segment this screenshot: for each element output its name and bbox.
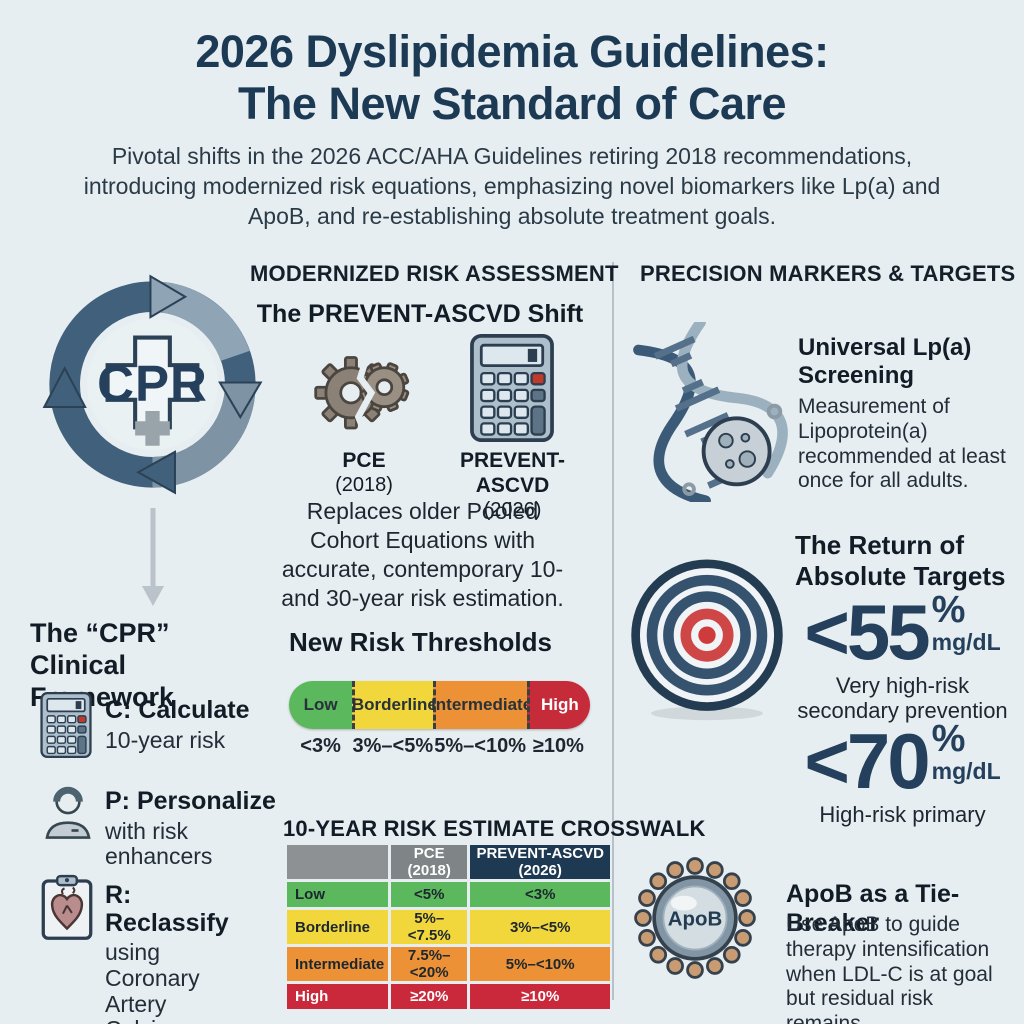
crosswalk-title: 10-YEAR RISK ESTIMATE CROSSWALK [283,816,706,841]
thresholds-title: New Risk Thresholds [289,627,552,657]
apob-particle-label: ApoB [668,908,722,930]
clipboard-heart-icon [41,874,93,940]
risk-segment-low: Low [289,681,353,729]
crosswalk-cell: 5%–<10% [470,947,611,981]
risk-range-high: ≥10% [532,735,584,757]
crosswalk-row-low: Low <5% <3% [287,882,611,907]
crosswalk-header-prevent: PREVENT-ASCVD (2026) [470,845,611,879]
framework-item-title: P: Personalize [105,787,276,815]
goal-percent-sign: % [931,589,966,631]
bullseye-target-icon [631,559,783,721]
risk-segment-intermediate: Intermediate [431,681,532,729]
crosswalk-header-pce: PCE (2018) [391,845,468,879]
crosswalk-header-blank [287,845,389,879]
prevent-label: PREVENT-ASCVD (2026) [430,448,595,522]
goal-caption: Very high-risk secondary prevention [797,673,1008,724]
crosswalk-cell: ≥10% [470,984,611,1009]
risk-threshold-bar: Low Borderline Intermediate High [289,681,590,729]
crosswalk-cell: Low [287,882,389,907]
goal-unit: mg/dL [931,629,1001,656]
framework-item-desc: with risk enhancers [105,817,213,870]
goal-caption: High-risk primary [819,802,986,827]
column-divider [612,262,614,1000]
cpr-cycle-icon: CPR [42,274,263,495]
crosswalk-header-row: PCE (2018) PREVENT-ASCVD (2026) [287,845,611,879]
risk-threshold-ranges: <3% 3%–<5% 5%–<10% ≥10% [289,735,590,758]
page-title: 2026 Dyslipidemia Guidelines: The New St… [0,26,1024,130]
targets-title: The Return of Absolute Targets [795,530,1006,591]
goal-percent-sign: % [931,718,966,760]
lpa-description: Measurement of Lipoprotein(a) recommende… [798,395,1006,493]
cpr-badge-text: CPR [97,355,208,412]
calculator-icon [40,692,92,758]
crosswalk-cell: 7.5%–<20% [391,947,468,981]
prevent-year: (2026) [483,499,542,522]
framework-item-desc: using Coronary Artery Calcium (CAC) [105,939,200,1024]
section-title-precision-markers: PRECISION MARKERS & TARGETS [640,261,1016,286]
person-icon [45,786,91,839]
pce-label: PCE (2018) [320,448,408,497]
risk-range-intermediate: 5%–<10% [434,735,526,757]
crosswalk-cell: Intermediate [287,947,389,981]
risk-range-borderline: 3%–<5% [352,735,434,757]
crosswalk-table: PCE (2018) PREVENT-ASCVD (2026) Low <5% … [284,842,613,1012]
crosswalk-cell: <3% [470,882,611,907]
crosswalk-row-high: High ≥20% ≥10% [287,984,611,1009]
crosswalk-cell: Borderline [287,910,389,944]
goal-very-high-risk: <55% mg/dL Very high-risk secondary preve… [790,589,1015,724]
broken-gears-icon [314,352,410,437]
framework-item-title: C: Calculate [105,696,250,724]
goal-high-risk-primary: <70% mg/dL High-risk primary [790,718,1015,827]
down-arrow-icon [142,508,164,606]
apob-description: Use ApoB to guide therapy intensificatio… [786,913,993,1024]
apob-particle-icon: ApoB [634,857,756,979]
pce-year: (2018) [335,474,393,497]
page-subtitle: Pivotal shifts in the 2026 ACC/AHA Guide… [83,143,941,229]
page-title-line2: The New Standard of Care [237,78,787,130]
crosswalk-cell: 5%–<7.5% [391,910,468,944]
framework-title: The “CPR” Clinical Framework [30,618,175,712]
crosswalk-cell: 3%–<5% [470,910,611,944]
prevent-shift-description: Replaces older Pooled Cohort Equations w… [281,498,564,611]
page-title-line1: 2026 Dyslipidemia Guidelines: [195,26,829,77]
risk-segment-high: High [526,681,590,729]
risk-range-low: <3% [300,735,341,757]
lpa-title: Universal Lp(a) Screening [798,334,972,390]
framework-item-calculate: C: Calculate 10-year risk [105,696,270,753]
crosswalk-row-borderline: Borderline 5%–<7.5% 3%–<5% [287,910,611,944]
framework-item-personalize: P: Personalize with risk enhancers [105,787,285,870]
risk-segment-borderline: Borderline [352,681,437,729]
crosswalk-cell: <5% [391,882,468,907]
crosswalk-row-intermediate: Intermediate 7.5%–<20% 5%–<10% [287,947,611,981]
prevent-shift-title: The PREVENT-ASCVD Shift [256,300,584,328]
pce-name: PCE [342,449,386,472]
framework-item-title: R: Reclassify [105,881,229,937]
prevent-calculator-icon [470,334,554,442]
crosswalk-cell: ≥20% [391,984,468,1009]
prevent-name: PREVENT-ASCVD [459,449,566,498]
goal-value: <70 [804,717,930,805]
section-title-risk-assessment: MODERNIZED RISK ASSESSMENT [250,261,619,286]
dna-lpa-icon [633,322,788,502]
apob-title: ApoB as a Tie-Breaker [786,880,960,937]
crosswalk-cell: High [287,984,389,1009]
goal-unit: mg/dL [931,758,1001,785]
goal-value: <55 [804,588,930,676]
framework-item-reclassify: R: Reclassify using Coronary Artery Calc… [105,881,255,1024]
framework-item-desc: 10-year risk [105,726,226,753]
